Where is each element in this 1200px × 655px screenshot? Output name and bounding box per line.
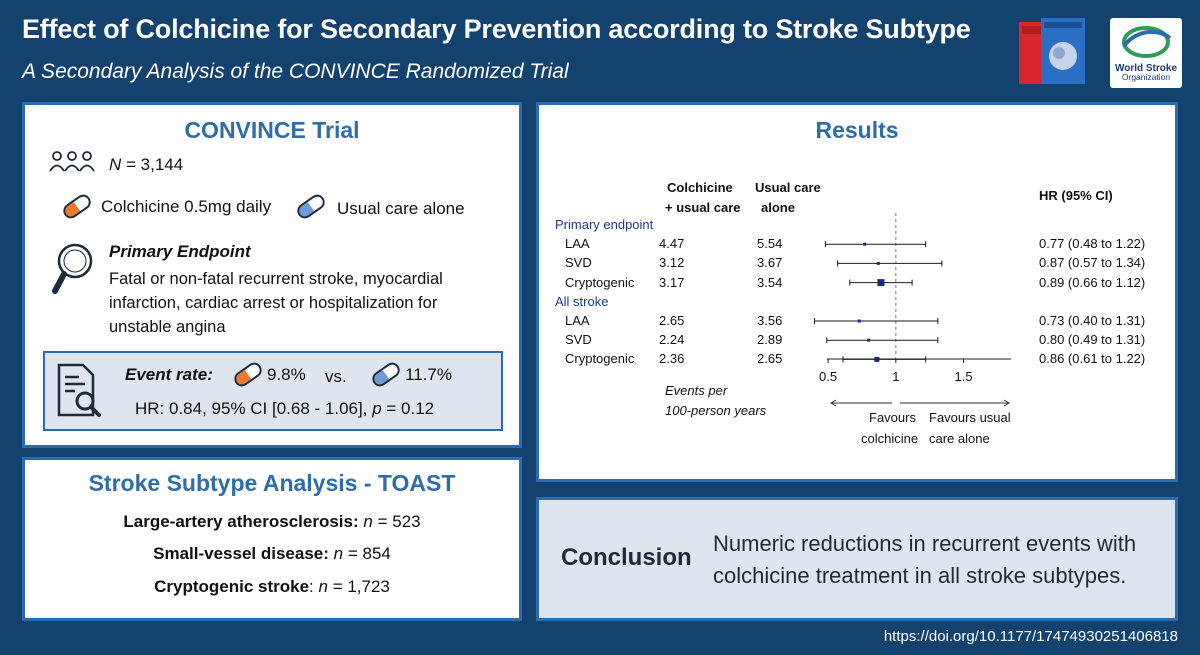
conclusion-panel: Conclusion Numeric reductions in recurre… <box>536 497 1178 621</box>
hr-point <box>876 261 880 265</box>
hr-point <box>874 356 880 362</box>
subtype-row-laa: Large-artery atherosclerosis: n = 523 <box>123 512 421 531</box>
x-tick-label: 1.5 <box>955 369 973 384</box>
hazard-ratio-summary: HR: 0.84, 95% CI [0.68 - 1.06], p = 0.12 <box>135 399 435 418</box>
colchicine-rate: 2.24 <box>659 332 685 348</box>
infographic-subtitle: A Secondary Analysis of the CONVINCE Ran… <box>22 60 569 83</box>
colchicine-rate: 4.47 <box>659 236 685 252</box>
hr-ci-text: 0.77 (0.48 to 1.22) <box>1039 236 1146 252</box>
x-tick-label: 1 <box>892 369 899 384</box>
hr-ci-text: 0.73 (0.40 to 1.31) <box>1039 313 1146 328</box>
col-header-colchicine-2: + usual care <box>665 200 741 215</box>
usual-care-rate: 2.89 <box>757 332 783 348</box>
wso-logo-line2: Organization <box>1121 72 1171 82</box>
doi-link[interactable]: https://doi.org/10.1177/1747493025140681… <box>883 628 1178 645</box>
hr-point <box>857 319 861 323</box>
favours-left-arrowhead <box>830 399 837 407</box>
usual-care-rate: 2.65 <box>757 351 783 367</box>
favours-right-2: care alone <box>929 431 990 446</box>
hr-point <box>863 242 867 246</box>
row-label: SVD <box>565 255 592 271</box>
usual-care-pill-icon <box>369 359 403 390</box>
events-note-2: 100-person years <box>665 403 767 418</box>
col-header-colchicine-1: Colchicine <box>667 180 733 195</box>
conclusion-text: Numeric reductions in recurrent events w… <box>713 531 1137 588</box>
versus-text: vs. <box>325 367 347 386</box>
results-panel: Results Colchicine + usual care Usual ca… <box>536 102 1178 482</box>
colchicine-rate: 3.12 <box>659 255 685 271</box>
participants-icon <box>49 151 95 172</box>
hr-ci-text: 0.89 (0.66 to 1.12) <box>1039 274 1146 290</box>
arm-usual-care: Usual care alone <box>337 199 465 218</box>
hr-point <box>877 279 885 287</box>
row-label: LAA <box>565 313 590 328</box>
row-label: SVD <box>565 332 592 348</box>
subtype-row-cryptogenic: Cryptogenic stroke: n = 1,723 <box>154 577 390 596</box>
journal-cover-image <box>1019 18 1085 84</box>
favours-right-arrowhead <box>1003 399 1010 407</box>
hr-ci-text: 0.87 (0.57 to 1.34) <box>1039 255 1146 271</box>
conclusion-label: Conclusion <box>561 544 692 571</box>
wso-swoosh-icon <box>1122 26 1172 58</box>
usual-care-rate: 5.54 <box>757 236 783 252</box>
col-header-hr: HR (95% CI) <box>1039 188 1113 203</box>
magnifier-icon <box>52 243 93 294</box>
colchicine-pill-icon <box>60 191 94 222</box>
subtype-row-svd: Small-vessel disease: n = 854 <box>153 544 391 563</box>
event-rate-usual: 11.7% <box>405 365 452 384</box>
endpoint-description: Fatal or non-fatal recurrent stroke, myo… <box>109 270 443 336</box>
events-note-1: Events per <box>665 383 728 398</box>
row-label: Cryptogenic <box>565 274 635 290</box>
results-heading: Results <box>815 117 899 143</box>
colchicine-rate: 2.65 <box>659 313 685 328</box>
subtype-heading: Stroke Subtype Analysis - TOAST <box>88 470 456 496</box>
favours-left-1: Favours <box>869 410 916 425</box>
col-header-usual-1: Usual care <box>755 180 821 195</box>
usual-care-pill-icon <box>294 191 328 222</box>
colchicine-pill-icon <box>231 359 265 390</box>
usual-care-rate: 3.67 <box>757 255 783 271</box>
row-label: LAA <box>565 236 590 252</box>
usual-care-rate: 3.54 <box>757 274 783 290</box>
colchicine-rate: 3.17 <box>659 274 685 290</box>
usual-care-rate: 3.56 <box>757 313 783 328</box>
col-header-usual-2: alone <box>761 200 795 215</box>
event-rate-label: Event rate: <box>125 365 213 384</box>
endpoint-heading: Primary Endpoint <box>109 242 251 261</box>
hr-ci-text: 0.86 (0.61 to 1.22) <box>1039 351 1146 367</box>
sample-size: N = 3,144 <box>109 155 184 174</box>
hr-point <box>867 338 871 342</box>
favours-left-2: colchicine <box>861 431 919 446</box>
event-rate-colchicine: 9.8% <box>267 365 306 384</box>
forest-plot: 0.5 1 1.5 <box>814 213 1011 407</box>
group-label: All stroke <box>555 293 609 309</box>
favours-right-1: Favours usual <box>929 410 1011 425</box>
world-stroke-organization-logo: World Stroke Organization <box>1110 18 1182 88</box>
row-label: Cryptogenic <box>565 351 635 367</box>
arm-colchicine: Colchicine 0.5mg daily <box>101 197 272 216</box>
colchicine-rate: 2.36 <box>659 351 685 367</box>
infographic-title: Effect of Colchicine for Secondary Preve… <box>22 14 971 44</box>
wso-logo-line1: World Stroke <box>1114 63 1178 74</box>
trial-heading: CONVINCE Trial <box>184 117 360 143</box>
group-label: Primary endpoint <box>555 217 654 232</box>
stroke-subtype-panel: Stroke Subtype Analysis - TOAST Large-ar… <box>22 457 522 621</box>
event-rate-box: Event rate: 9.8% vs. 11.7% HR: 0.84, 95%… <box>43 351 503 431</box>
x-tick-label: 0.5 <box>819 369 837 384</box>
report-search-icon <box>57 363 101 417</box>
convince-trial-panel: CONVINCE Trial N = 3,144 Colchicine 0.5m… <box>22 102 522 448</box>
hr-ci-text: 0.80 (0.49 to 1.31) <box>1039 332 1146 348</box>
